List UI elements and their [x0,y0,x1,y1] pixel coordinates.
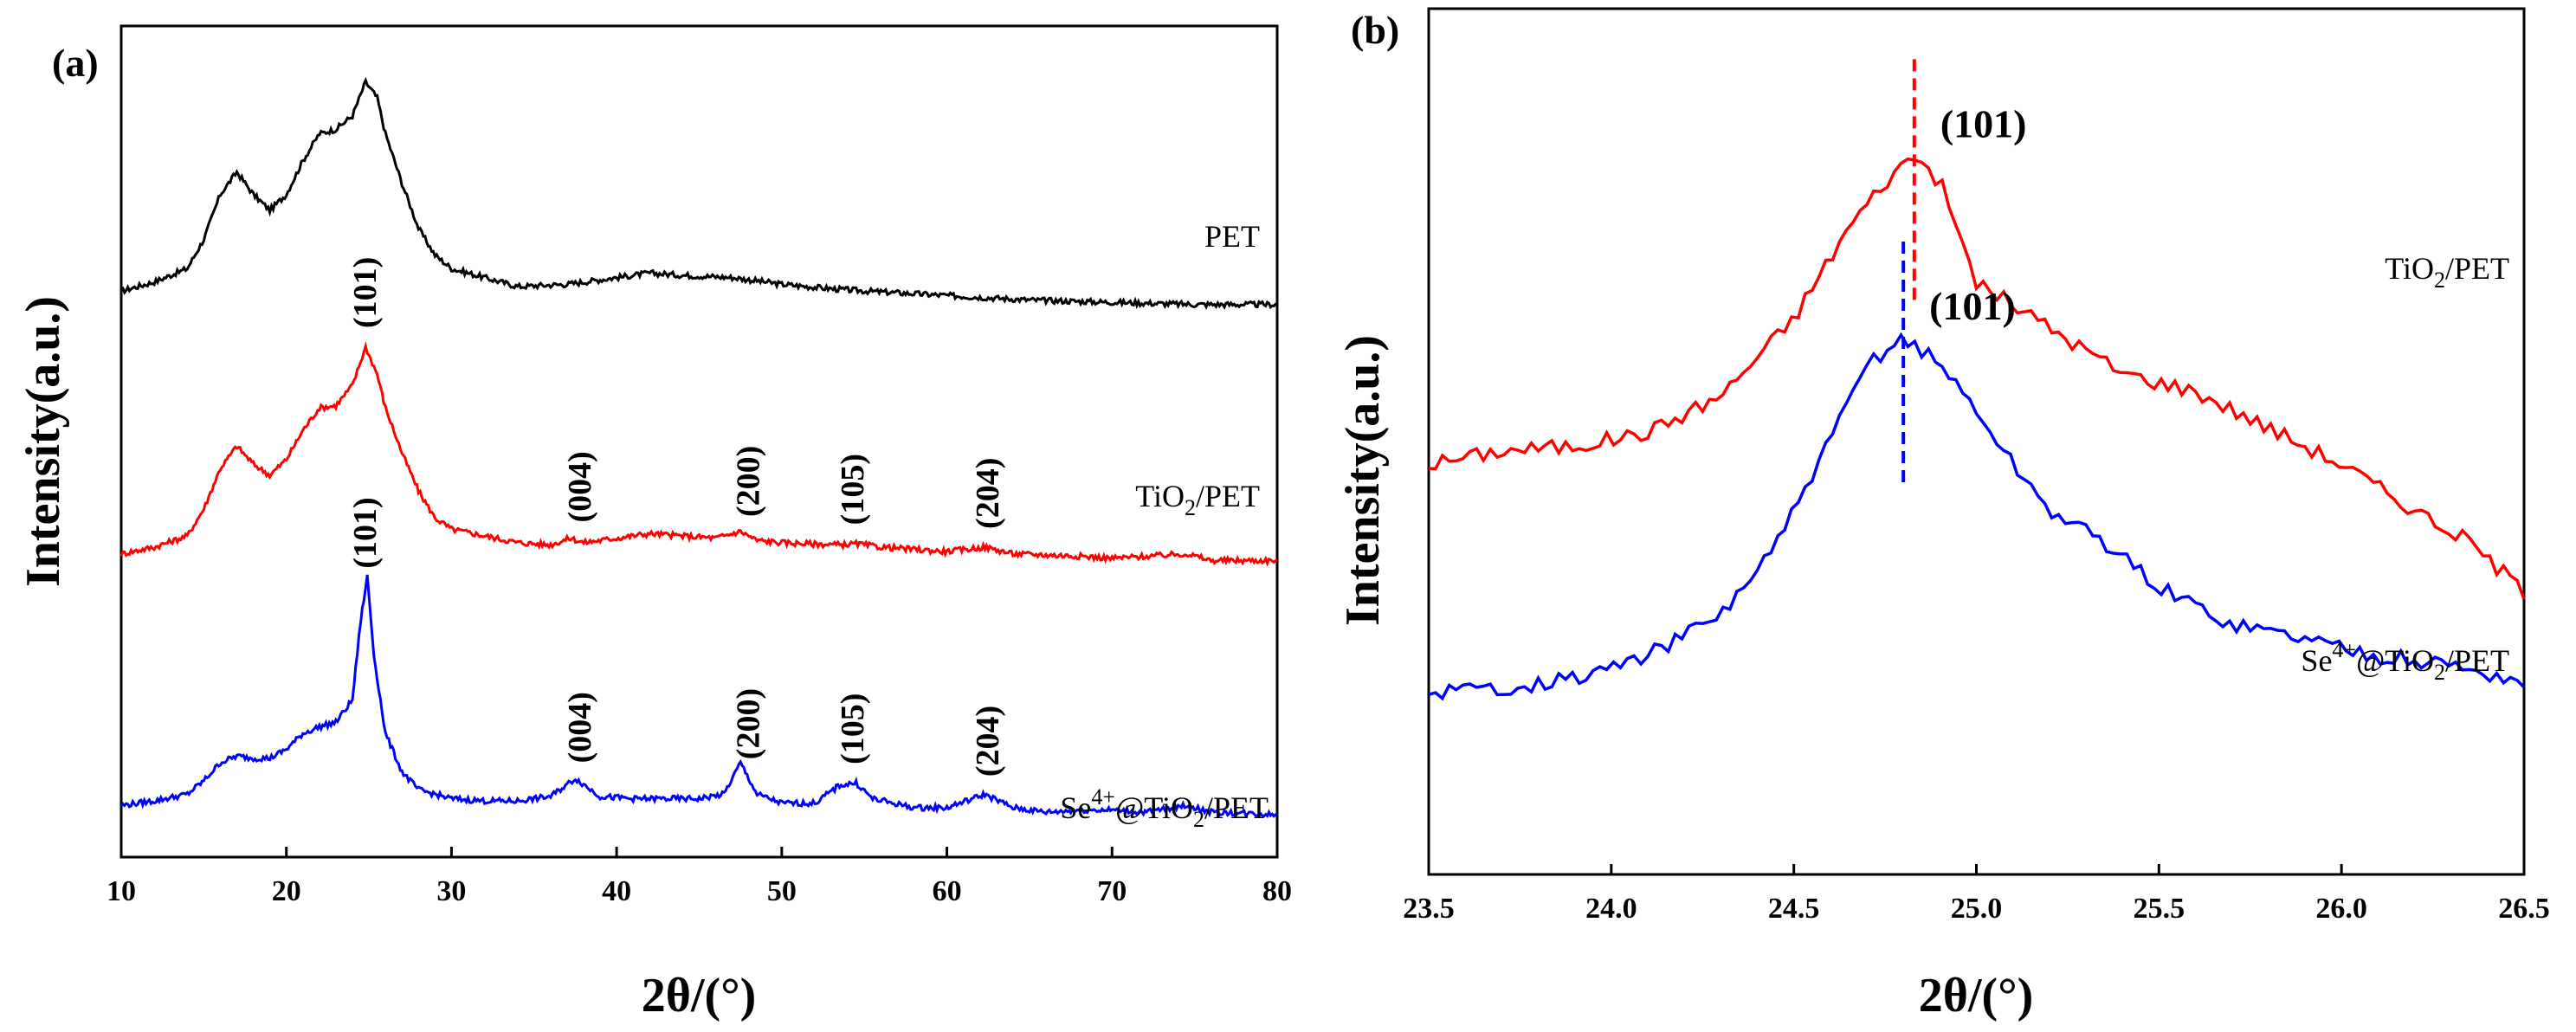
peak-label: (004) [562,451,598,522]
x-tick-label: 10 [107,875,136,907]
x-tick-label: 25.0 [1951,893,2003,925]
series-label-b-se-tio2-pet: Se4+@TiO2/PET [2301,637,2509,685]
peak-label: (105) [835,693,871,764]
panel-a-peak-labels: (101) (004) (200) (105) (204) (101) (004) (200)… [347,257,1006,777]
x-tick-label: 24.0 [1585,893,1637,925]
peak-label: (004) [562,692,598,763]
peak-label: (105) [835,454,871,525]
peak-label: (200) [731,688,767,759]
panel-a-x-axis: 10 20 30 40 50 60 70 80 [107,847,1292,907]
peak-label: (101) [347,257,384,328]
x-tick-label: 25.5 [2134,893,2185,925]
panel-a-series-line [119,574,1279,818]
panel-b-series-line [1428,157,2526,600]
x-tick-label: 50 [767,875,797,907]
x-tick-label: 23.5 [1403,893,1455,925]
x-tick-label: 30 [436,875,466,907]
x-tick-label: 24.5 [1768,893,1820,925]
panel-b-series-line [1428,332,2526,701]
panel-a-frame [119,24,1279,859]
peak-label: (204) [970,706,1006,777]
x-tick-label: 26.5 [2498,893,2550,925]
x-tick-label: 40 [602,875,631,907]
panel-a-series-line [120,76,1278,310]
panel-a-x-axis-title: 2θ/(°) [642,969,756,1022]
panel-a-series-line [119,341,1278,567]
x-tick-label: 20 [272,875,301,907]
peak-label: (204) [970,458,1006,529]
panel-b-x-axis: 23.5 24.0 24.5 25.0 25.5 26.0 26.5 [1403,864,2550,925]
panel-b-peak-markers: (101) (101) [1901,59,2027,488]
x-tick-label: 80 [1262,875,1292,907]
panel-b-label: (b) [1351,8,1399,52]
panel-a-curves [119,76,1279,818]
x-tick-label: 70 [1097,875,1127,907]
panel-a-label: (a) [52,41,99,85]
panel-a-y-axis-title: Intensity(a.u.) [16,296,70,587]
series-label-pet: PET [1204,219,1260,254]
x-tick-label: 60 [933,875,962,907]
panel-b: (b) (101)(101) 23.5 24.0 24.5 25.0 25.5 26.0 2… [1336,7,2550,1022]
panel-b-x-axis-title: 2θ/(°) [1919,969,2033,1022]
panel-a: (a) (101)(004) (200) (105) (204)(101)(004)(… [16,24,1292,1022]
series-label-se-tio2-pet: Se4+@TiO2/PET [1060,784,1269,832]
series-label-b-tio2-pet: TiO2/PET [2385,251,2509,293]
peak-label: (200) [731,446,767,517]
series-label-tio2-pet: TiO2/PET [1135,479,1260,520]
panel-b-y-axis-title: Intensity(a.u.) [1336,335,1390,626]
panel-b-legend: TiO2/PET Se4+@TiO2/PET [2301,251,2509,685]
peak-label: (101) [1940,101,2027,145]
peak-label: (101) [347,497,384,568]
x-tick-label: 26.0 [2315,893,2367,925]
panel-a-legend: PET TiO2/PET Se4+@TiO2/PET [1060,219,1269,832]
panel-b-curves [1428,157,2526,701]
peak-label: (101) [1929,284,2016,328]
